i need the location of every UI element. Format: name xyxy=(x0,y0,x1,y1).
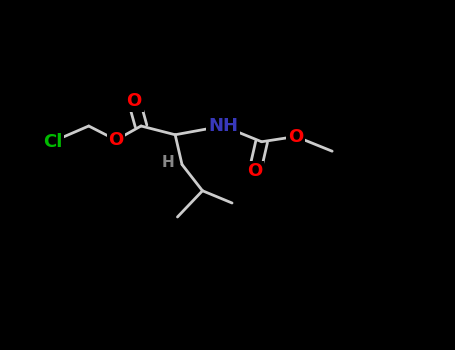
Text: O: O xyxy=(247,162,263,181)
Text: O: O xyxy=(108,131,124,149)
Text: O: O xyxy=(288,127,303,146)
Text: Cl: Cl xyxy=(43,133,62,151)
Text: O: O xyxy=(126,92,142,111)
Text: H: H xyxy=(162,155,175,170)
Text: NH: NH xyxy=(208,117,238,135)
